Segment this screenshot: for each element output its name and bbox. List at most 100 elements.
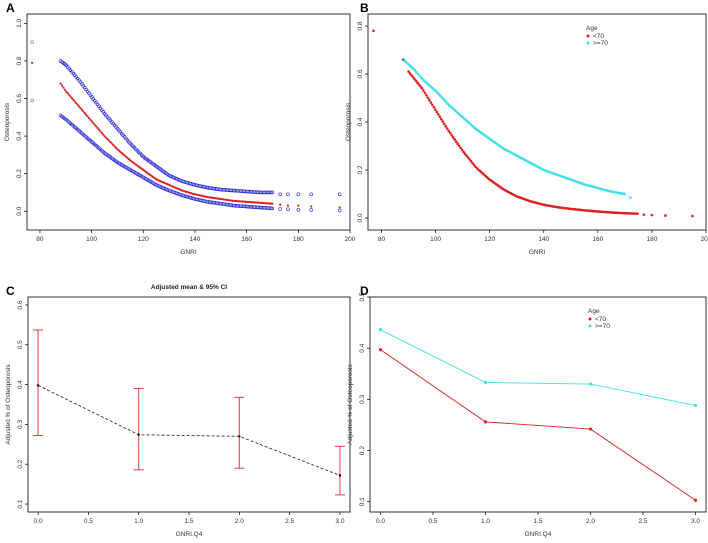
data-point xyxy=(416,81,419,84)
data-point xyxy=(83,111,86,115)
y-tick-label: 0.0 xyxy=(16,206,23,215)
data-point xyxy=(454,140,458,143)
data-point xyxy=(378,348,383,352)
data-point xyxy=(460,148,464,152)
data-point xyxy=(337,192,342,197)
mean-point xyxy=(137,433,140,436)
data-point xyxy=(426,96,430,99)
data-point xyxy=(286,192,290,197)
y-tick-label: 0.2 xyxy=(359,446,366,455)
panel-letter-c: C xyxy=(6,284,15,298)
y-tick-label: 0.0 xyxy=(357,213,364,222)
data-point xyxy=(471,161,474,165)
data-point xyxy=(423,91,427,95)
data-point xyxy=(85,113,88,116)
data-point xyxy=(93,123,96,126)
x-tick-label: 2.0 xyxy=(235,518,244,525)
data-point xyxy=(650,213,654,217)
data-point xyxy=(459,146,462,150)
data-point xyxy=(416,72,420,76)
x-tick-label: 100 xyxy=(86,236,97,243)
data-point xyxy=(69,95,72,98)
data-point xyxy=(269,206,273,211)
x-tick-label: 180 xyxy=(646,236,657,243)
data-point xyxy=(408,72,412,75)
panel-b: B 80 100 120 140 160 180 200 0.0 0.2 0.4 0.6 0.8 GNRI… xyxy=(345,1,708,256)
data-point xyxy=(109,140,112,144)
x-tick-label: 160 xyxy=(241,236,252,243)
x-tick-label: 140 xyxy=(190,236,201,243)
legend-marker xyxy=(586,34,590,38)
x-tick-label: 1.5 xyxy=(184,518,193,525)
data-point xyxy=(66,92,69,95)
legend-title: Age xyxy=(588,308,600,315)
data-point xyxy=(469,159,473,163)
data-point xyxy=(691,214,694,218)
y-tick-label: 0.3 xyxy=(17,420,24,429)
x-tick-label: 2.5 xyxy=(285,518,294,525)
x-tick-label: 0.0 xyxy=(34,518,43,525)
error-bar xyxy=(234,396,245,469)
x-axis-label: GNRI.Q4 xyxy=(525,531,552,538)
data-point xyxy=(628,196,632,199)
data-point xyxy=(60,84,64,87)
data-point xyxy=(270,206,275,211)
y-tick-label: 0.4 xyxy=(16,131,23,140)
data-point xyxy=(472,163,476,167)
data-point xyxy=(465,154,468,157)
data-point xyxy=(286,204,290,207)
y-tick-label: 0.2 xyxy=(17,459,24,468)
data-point xyxy=(418,74,421,78)
data-point xyxy=(62,86,65,89)
data-point xyxy=(75,102,78,105)
data-point xyxy=(588,382,593,386)
data-point xyxy=(126,156,129,160)
data-point xyxy=(468,158,471,161)
panel-letter-b: B xyxy=(360,1,369,15)
data-point xyxy=(104,136,108,139)
data-point xyxy=(270,190,275,195)
x-tick-label: 200 xyxy=(701,236,708,243)
x-tick-label: 100 xyxy=(430,236,441,243)
x-tick-label: 1.0 xyxy=(481,518,490,525)
data-point xyxy=(432,105,436,109)
data-point xyxy=(72,98,75,101)
x-tick-label: 160 xyxy=(592,236,603,243)
x-axis-label: GNRI xyxy=(180,249,196,256)
data-point xyxy=(428,98,431,102)
data-point xyxy=(278,207,283,211)
data-point xyxy=(623,192,627,196)
data-point xyxy=(444,124,448,128)
y-tick-label: 0.4 xyxy=(359,343,366,352)
x-tick-label: 2.0 xyxy=(586,518,595,525)
data-point xyxy=(434,108,437,111)
x-tick-label: 1.0 xyxy=(134,518,143,525)
x-axis-label: GNRI.Q4 xyxy=(176,531,203,538)
data-point xyxy=(693,403,698,408)
data-point xyxy=(420,86,424,90)
data-point xyxy=(99,130,102,133)
error-bar xyxy=(334,445,345,496)
x-tick-label: 180 xyxy=(293,236,304,243)
y-tick-label: 0.3 xyxy=(359,394,366,403)
data-point xyxy=(79,107,82,110)
data-point xyxy=(411,75,415,79)
data-point xyxy=(338,206,341,209)
data-point xyxy=(123,154,126,157)
data-point xyxy=(110,142,113,145)
series-line xyxy=(380,349,696,501)
data-point xyxy=(90,120,93,123)
data-point xyxy=(439,117,443,121)
y-axis-label: Osteoporosis xyxy=(345,102,352,141)
data-point xyxy=(120,151,123,155)
data-point xyxy=(442,122,446,126)
data-point xyxy=(271,202,274,205)
data-point xyxy=(59,82,62,85)
mean-point xyxy=(238,435,241,438)
data-point xyxy=(113,145,116,148)
data-point xyxy=(107,139,111,142)
data-point xyxy=(445,127,449,130)
data-point xyxy=(413,77,416,81)
plot-frame xyxy=(26,13,351,231)
data-point xyxy=(103,135,106,138)
